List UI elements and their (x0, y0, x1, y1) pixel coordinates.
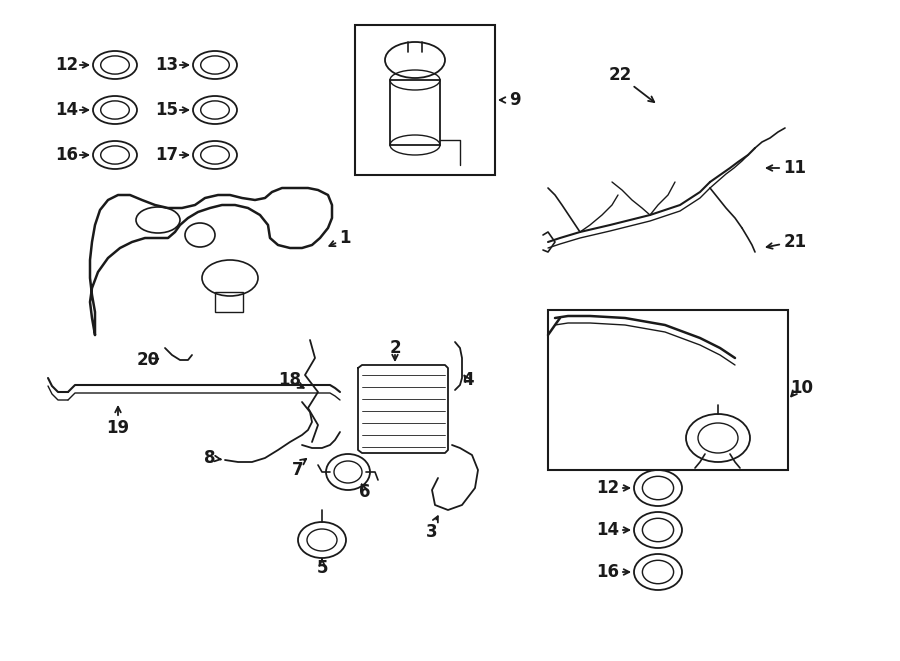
Text: 14: 14 (56, 101, 78, 119)
Text: 15: 15 (156, 101, 178, 119)
Bar (548, 310, 788, 470)
Text: 13: 13 (156, 56, 178, 74)
Text: 21: 21 (783, 233, 806, 251)
Text: 7: 7 (292, 461, 304, 479)
Text: 20: 20 (137, 351, 159, 369)
Text: 2: 2 (389, 339, 400, 357)
Text: 6: 6 (359, 483, 371, 501)
Text: 16: 16 (56, 146, 78, 164)
Text: 14: 14 (597, 521, 619, 539)
Text: 11: 11 (784, 159, 806, 177)
Bar (215, 292, 243, 312)
Text: 16: 16 (597, 563, 619, 581)
Text: 9: 9 (509, 91, 521, 109)
Text: 12: 12 (597, 479, 619, 497)
Text: 17: 17 (156, 146, 178, 164)
Text: 3: 3 (427, 523, 437, 541)
Text: 10: 10 (790, 379, 814, 397)
Text: 22: 22 (608, 66, 632, 84)
Text: 18: 18 (278, 371, 302, 389)
Text: 4: 4 (463, 371, 473, 389)
Text: 8: 8 (204, 449, 216, 467)
Bar (390, 80, 440, 145)
Text: 19: 19 (106, 419, 130, 437)
Text: 1: 1 (339, 229, 351, 247)
Text: 5: 5 (316, 559, 328, 577)
Bar (355, 25, 495, 175)
Text: 12: 12 (56, 56, 78, 74)
